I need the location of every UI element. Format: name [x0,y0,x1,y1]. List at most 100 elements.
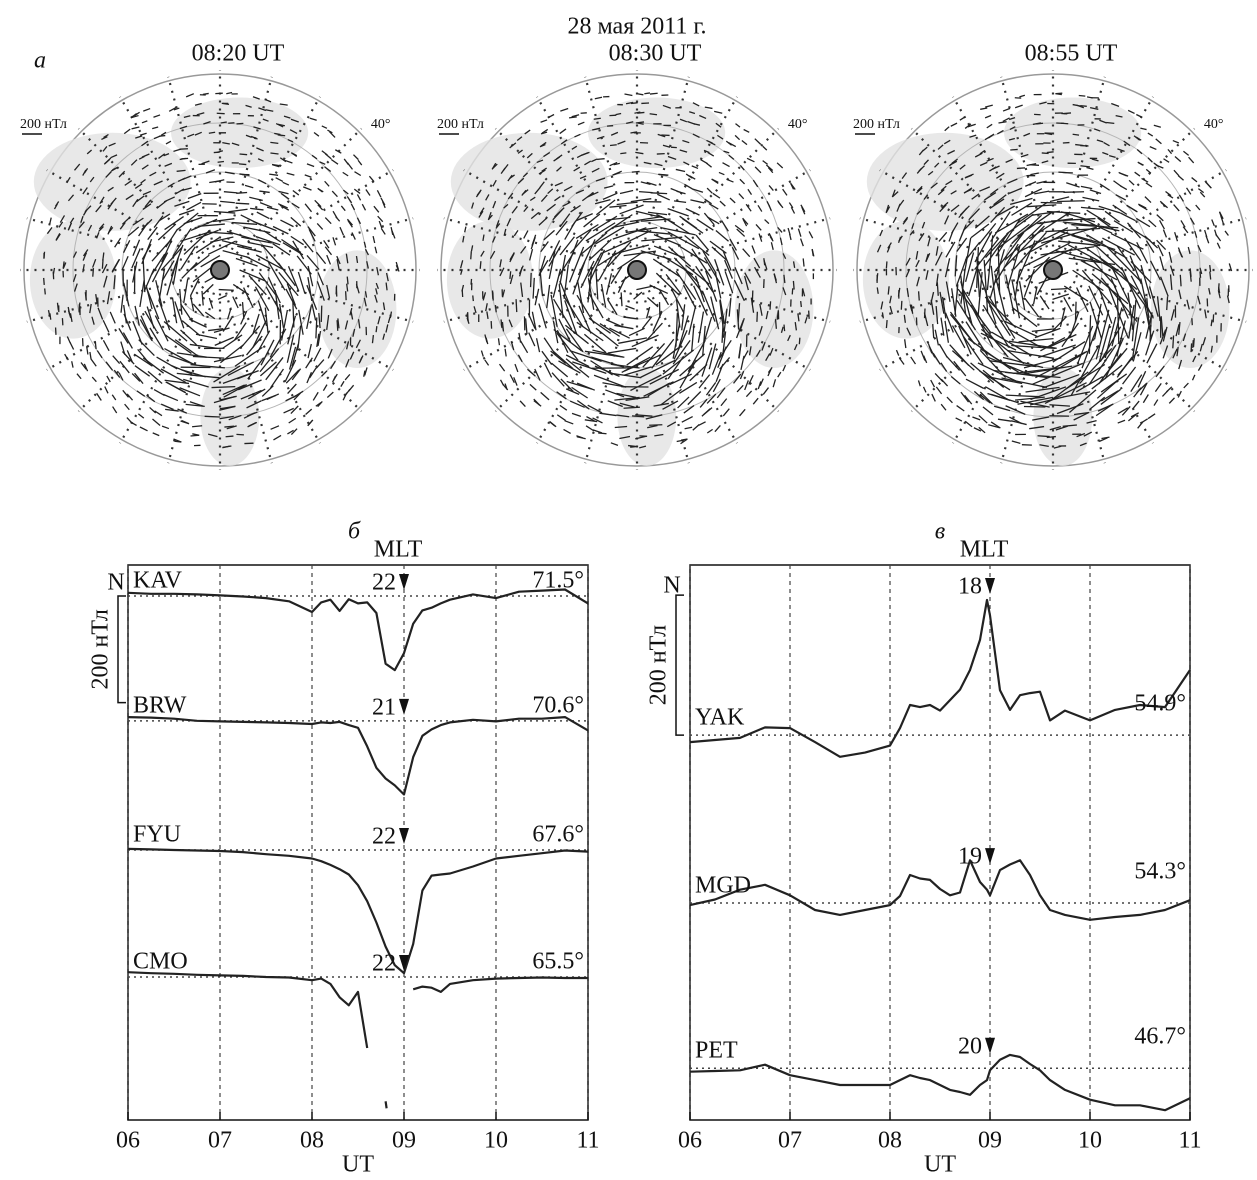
mlt-marker [985,578,995,594]
field-vector [1190,268,1191,276]
panel-label: б [348,519,361,545]
station-latitude: 65.5° [532,948,584,974]
land [867,133,1024,231]
field-vector [175,441,181,442]
field-vector [1061,123,1068,124]
station-latitude: 54.9° [1134,691,1186,717]
field-vector [386,283,387,291]
field-vector [237,123,244,124]
field-vector [240,154,248,155]
field-vector [621,292,622,306]
field-vector [886,320,887,328]
field-vector [531,273,532,287]
field-vector [1219,287,1220,293]
plot-frame [690,565,1190,1120]
field-vector [44,252,45,258]
map-time: 08:20 UT [192,41,285,67]
land [171,98,308,169]
field-vector [191,435,200,436]
field-vector [95,341,96,349]
field-vector [1038,436,1050,437]
field-vector [480,261,481,269]
x-tick-label: 08 [878,1128,902,1154]
trace [128,849,588,973]
mlt-marker [399,828,409,844]
x-tick-label: 06 [116,1128,140,1154]
field-vector [799,338,800,344]
trace [690,600,1190,757]
polar-map [853,70,1253,470]
pole [211,261,229,279]
mlt-value: 20 [958,1033,982,1059]
mlt-value: 22 [372,569,396,595]
field-vector [919,291,920,300]
station-name: YAK [695,705,745,731]
north-label: N [107,569,124,595]
station-name: BRW [133,692,187,718]
land [588,98,725,169]
field-vector [630,446,638,447]
map-lat-label: 40° [371,117,391,132]
field-vector [1051,289,1067,290]
pole [1044,261,1062,279]
x-tick-label: 10 [1078,1128,1102,1154]
station-latitude: 46.7° [1134,1024,1186,1050]
scale-bar [676,595,684,735]
x-tick-label: 11 [576,1128,599,1154]
station-name: FYU [133,821,181,847]
mlt-marker [985,848,995,864]
x-axis-label: UT [342,1152,374,1178]
field-vector [278,135,285,136]
scale-bar-label: 200 нТл [88,609,114,689]
trace [128,972,588,1108]
x-tick-label: 10 [484,1128,508,1154]
mlt-title: MLT [374,537,423,563]
map-lat-label: 40° [1204,117,1224,132]
field-vector [346,291,347,300]
field-vector [1080,106,1087,107]
field-vector [644,93,650,94]
field-vector [1210,272,1211,280]
field-vector [239,164,246,165]
field-vector [1041,203,1062,204]
field-vector [1191,343,1192,352]
station-name: PET [695,1038,738,1064]
station-latitude: 67.6° [532,821,584,847]
station-name: MGD [695,873,751,899]
panel-label: а [34,48,46,74]
field-vector [770,301,771,309]
x-tick-label: 08 [300,1128,324,1154]
field-vector [784,325,785,332]
field-vector [901,301,902,310]
field-vector [495,305,496,312]
polar-map [20,70,420,470]
field-vector [793,281,794,290]
map-scale-label: 200 нТл [853,117,900,132]
mlt-value: 18 [958,573,982,599]
station-latitude: 70.6° [532,692,584,718]
field-vector [597,159,605,160]
station-name: KAV [133,567,183,593]
map-scale-label: 200 нТл [20,117,67,132]
mlt-marker [399,699,409,715]
field-vector [1079,95,1086,96]
field-vector [316,317,317,338]
field-vector [776,319,777,329]
mlt-marker [985,1038,995,1054]
field-vector [159,136,165,137]
mlt-title: MLT [960,537,1009,563]
polar-map [437,70,837,470]
field-vector [372,335,373,343]
x-tick-label: 07 [778,1128,802,1154]
field-vector [236,203,250,204]
field-vector [50,313,51,319]
field-vector [1024,406,1045,407]
field-vector [637,112,644,113]
field-vector [598,433,606,434]
figure: 28 мая 2011 г. а 08:20 UT200 нТл40°08:30… [0,0,1257,1180]
figure-title: 28 мая 2011 г. [568,14,707,40]
field-vector [516,299,517,312]
field-vector [1173,335,1174,348]
station-latitude: 71.5° [532,567,584,593]
field-vector [85,292,86,300]
